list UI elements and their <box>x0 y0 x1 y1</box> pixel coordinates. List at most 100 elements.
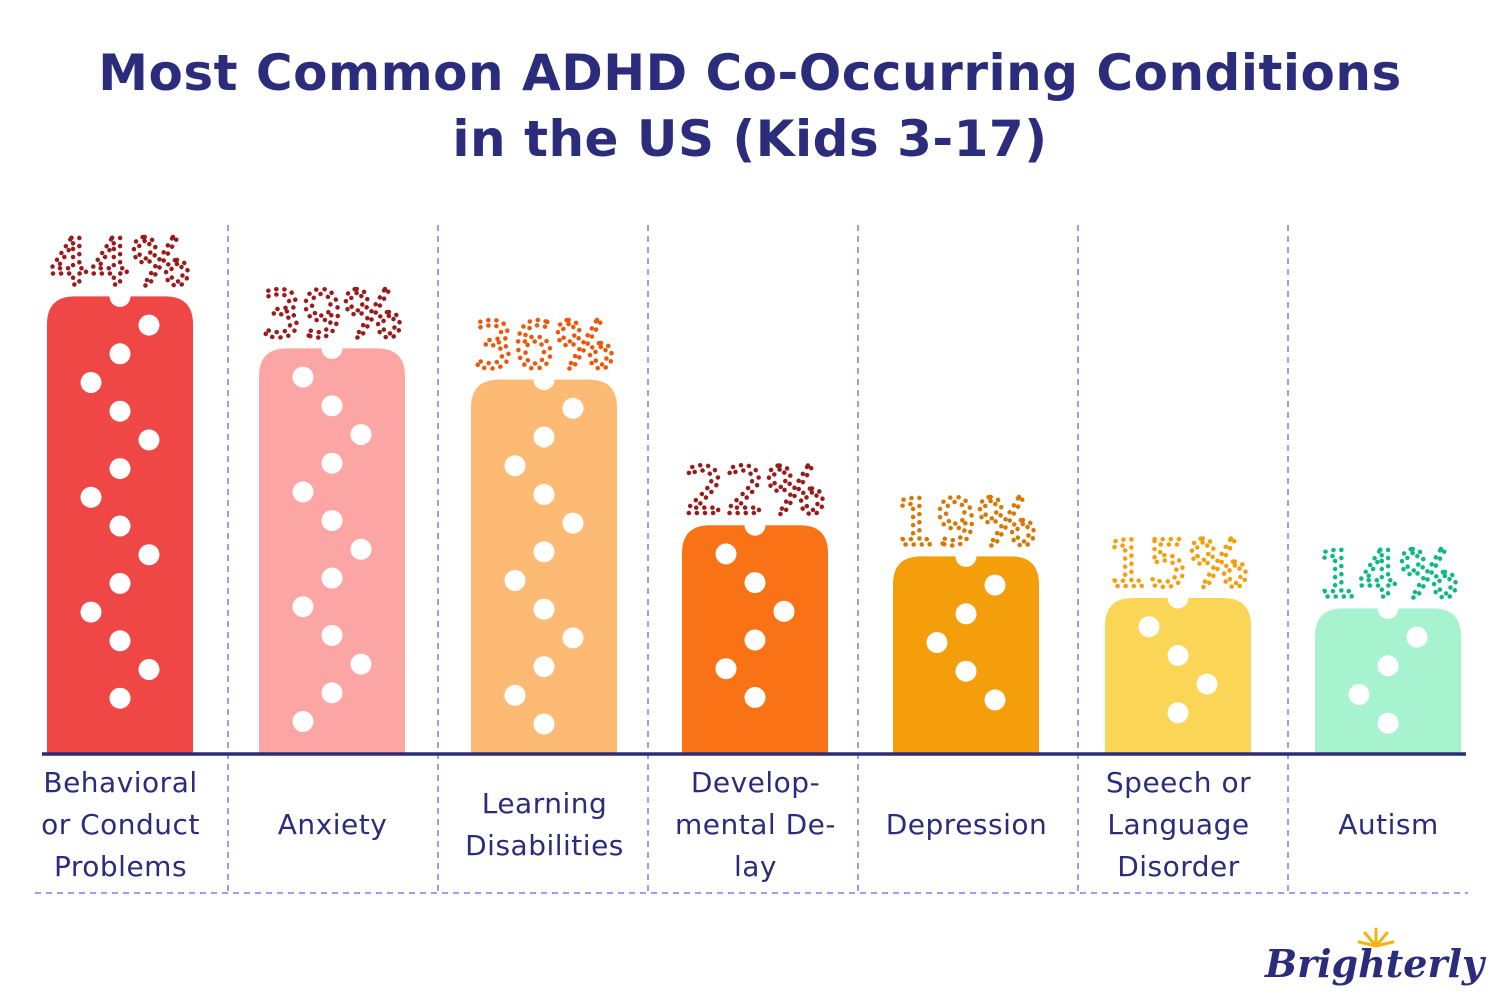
bar-1-dot <box>109 285 131 307</box>
bar-2-dot <box>321 624 343 646</box>
bar-2-dot <box>350 653 372 675</box>
bar-2-dot <box>321 452 343 474</box>
category-label-7-line: Autism <box>1338 808 1439 841</box>
bar-6 <box>1105 598 1251 754</box>
bar-2-dot <box>321 395 343 417</box>
category-label-5: Depression <box>864 760 1069 890</box>
category-label-3: Learning Disabilities <box>442 760 647 890</box>
bar-2-dot <box>292 366 314 388</box>
bar-5-dot <box>955 603 977 625</box>
chart-title: Most Common ADHD Co-Occurring Conditions… <box>0 40 1500 172</box>
bar-5 <box>893 556 1039 754</box>
bar-1-dot <box>109 458 131 480</box>
bar-5-dot <box>984 689 1006 711</box>
category-label-1-line: Behavioral <box>43 766 198 799</box>
bar-3-dot <box>504 570 526 591</box>
category-label-2: Anxiety <box>230 760 435 890</box>
value-label-4: 22% <box>684 455 826 529</box>
bar-5-dot <box>926 632 948 653</box>
bar-2-dot <box>350 538 372 560</box>
bar-3-dot <box>562 512 584 534</box>
bar-4-dot <box>744 572 766 594</box>
bar-4-dot <box>744 629 766 651</box>
bar-2-dot <box>321 337 343 359</box>
bar-1-dot <box>80 372 102 393</box>
category-label-4-line: Develop- <box>690 766 821 799</box>
bar-6-dot <box>1138 616 1160 638</box>
bar-3-dot <box>562 397 584 419</box>
chart-title-line-2: in the US (Kids 3-17) <box>452 110 1048 168</box>
bar-1-dot <box>109 515 131 537</box>
bar-1-dot <box>138 314 160 336</box>
value-label-2: 39% <box>261 278 403 352</box>
bar-3-dot <box>504 684 526 706</box>
bar-3-dot <box>533 713 555 735</box>
bar-3-dot <box>533 426 555 448</box>
bar-7-dot <box>1377 712 1399 734</box>
category-label-6-line: Disorder <box>1117 850 1240 883</box>
category-label-4-line: lay <box>733 850 777 883</box>
bar-6-dot <box>1167 587 1189 609</box>
bar-4-dot <box>744 514 766 536</box>
bar-3-dot <box>533 483 555 505</box>
value-label-3: 36% <box>473 310 615 384</box>
bar-3 <box>471 379 617 754</box>
category-label-1-line: Problems <box>53 850 188 883</box>
value-label-1: 44% <box>49 226 191 300</box>
bar-5-dot <box>984 574 1006 596</box>
category-label-3-line: Learning <box>481 787 608 820</box>
bar-4-dot <box>715 543 737 565</box>
category-label-5-line: Depression <box>885 808 1048 841</box>
bar-1-dot <box>80 601 102 623</box>
bar-2-dot <box>350 424 372 445</box>
bar-2-dot <box>292 711 314 732</box>
bar-1-dot <box>138 544 160 566</box>
bar-3-dot <box>533 369 555 391</box>
bar-7-dot <box>1377 655 1399 677</box>
category-label-4-line: mental De- <box>675 808 836 841</box>
bar-3-dot <box>533 541 555 563</box>
bar-6-dot <box>1196 673 1218 695</box>
value-label-6: 15% <box>1107 528 1249 602</box>
bar-1-dot <box>109 572 131 594</box>
bar-6-dot <box>1167 702 1189 724</box>
bar-7-dot <box>1406 626 1428 648</box>
bar-3-dot <box>562 627 584 649</box>
bar-1-dot <box>109 343 131 365</box>
bar-2 <box>259 348 405 754</box>
category-label-6-line: Language <box>1107 808 1250 841</box>
bar-1-dot <box>109 630 131 652</box>
category-label-4: Develop-mental De-lay <box>653 760 858 890</box>
bar-2-dot <box>292 596 314 618</box>
brand-logo: Brighterly <box>1264 941 1484 986</box>
category-label-7: Autism <box>1286 760 1491 890</box>
bar-5-dot <box>955 660 977 682</box>
category-label-2-line: Anxiety <box>277 808 388 841</box>
category-label-3-line: Disabilities <box>465 829 624 862</box>
bar-3-dot <box>533 598 555 620</box>
bar-7 <box>1315 608 1461 754</box>
bar-3-dot <box>533 656 555 678</box>
category-label-6-line: Speech or <box>1105 766 1252 799</box>
bar-1-dot <box>138 429 160 451</box>
category-label-1: Behavioral or Conduct Problems <box>18 760 223 890</box>
bar-2-dot <box>321 567 343 589</box>
bar-4-dot <box>744 686 766 708</box>
value-label-7: 14% <box>1317 538 1459 612</box>
category-label-6: Speech or Language Disorder <box>1076 760 1281 890</box>
chart-title-line-1: Most Common ADHD Co-Occurring Conditions <box>98 44 1402 102</box>
bar-4-dot <box>715 658 737 680</box>
bar-2-dot <box>292 481 314 503</box>
bar-5-dot <box>955 545 977 567</box>
bar-3-dot <box>504 455 526 477</box>
value-label-5: 19% <box>895 486 1037 560</box>
category-label-1-line: or Conduct <box>41 808 200 841</box>
bar-1-dot <box>109 400 131 422</box>
bar-2-dot <box>321 510 343 532</box>
sun-icon <box>1357 927 1395 948</box>
bar-1-dot <box>80 486 102 508</box>
bar-1-dot <box>109 687 131 709</box>
bar-4-dot <box>773 600 795 622</box>
bar-7-dot <box>1348 684 1370 705</box>
